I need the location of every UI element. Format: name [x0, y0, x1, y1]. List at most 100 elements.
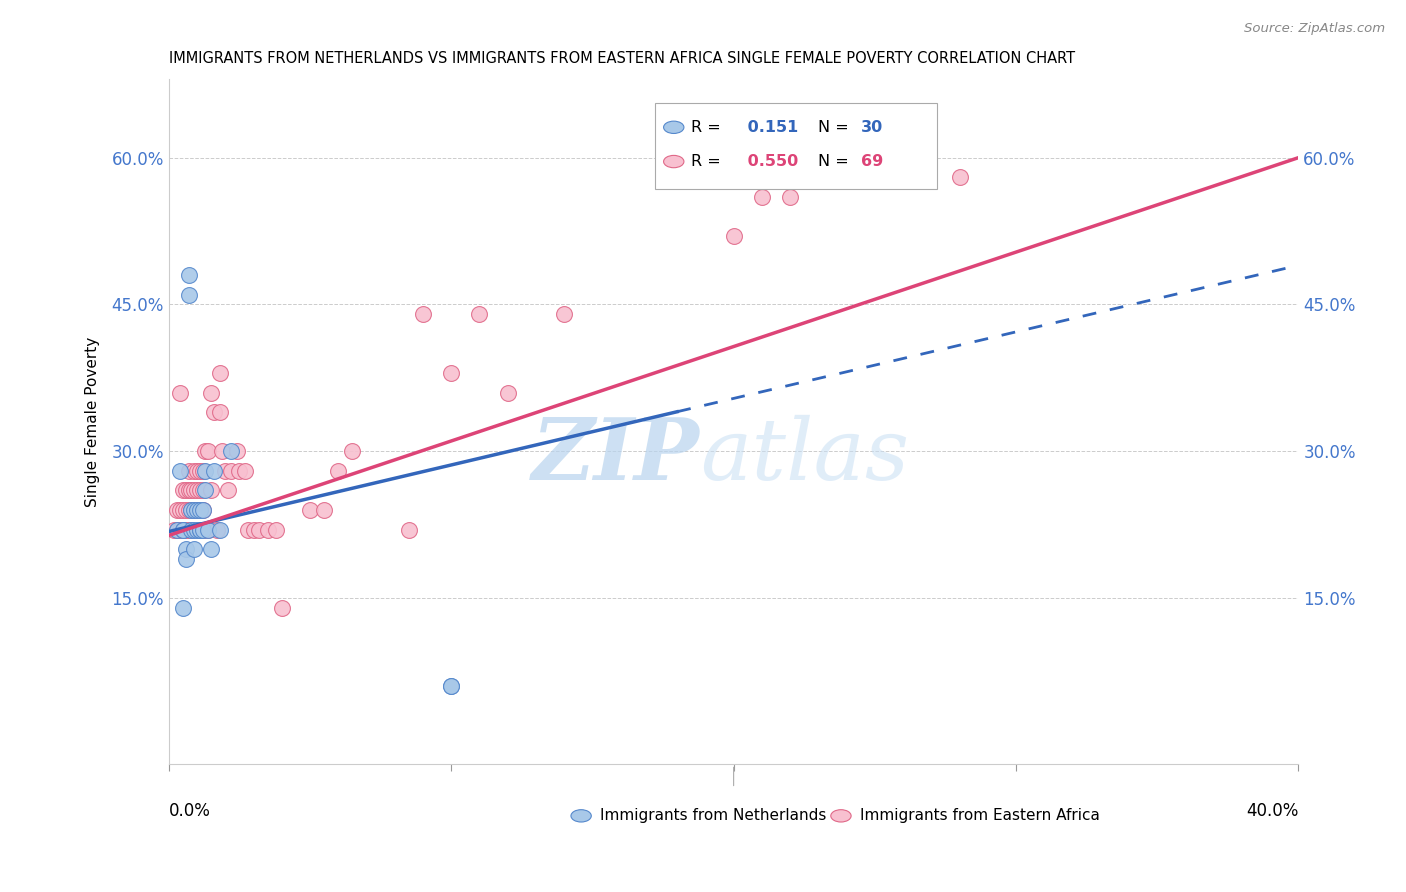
Point — [188, 483, 211, 498]
Text: 0.151: 0.151 — [741, 120, 797, 135]
Point — [174, 483, 197, 498]
Point — [779, 190, 801, 204]
Point — [183, 483, 205, 498]
Point — [177, 287, 200, 301]
Text: 30: 30 — [862, 120, 883, 135]
Point — [172, 523, 194, 537]
Point — [205, 523, 228, 537]
Point — [186, 523, 208, 537]
Text: 0.550: 0.550 — [741, 154, 797, 169]
Point — [219, 444, 242, 458]
Text: R =: R = — [690, 154, 725, 169]
Point — [172, 523, 194, 537]
Point — [172, 600, 194, 615]
Point — [398, 523, 420, 537]
Point — [188, 523, 211, 537]
Point — [174, 503, 197, 517]
Point — [191, 503, 214, 517]
Point — [177, 464, 200, 478]
Text: 40.0%: 40.0% — [1246, 802, 1299, 820]
Point — [191, 523, 214, 537]
Point — [298, 503, 321, 517]
Point — [197, 523, 219, 537]
Text: N =: N = — [818, 154, 855, 169]
Text: ZIP: ZIP — [531, 415, 700, 498]
Circle shape — [571, 810, 592, 822]
Point — [225, 444, 247, 458]
Point — [177, 503, 200, 517]
Point — [177, 523, 200, 537]
Point — [180, 503, 202, 517]
Point — [194, 444, 217, 458]
Point — [342, 444, 364, 458]
Text: R =: R = — [690, 120, 725, 135]
Y-axis label: Single Female Poverty: Single Female Poverty — [86, 337, 100, 507]
Point — [208, 405, 231, 419]
Point — [169, 464, 191, 478]
Point — [183, 503, 205, 517]
Point — [163, 523, 186, 537]
Point — [194, 483, 217, 498]
Point — [197, 523, 219, 537]
Point — [174, 542, 197, 557]
Point — [183, 503, 205, 517]
Circle shape — [664, 121, 683, 134]
Point — [200, 542, 222, 557]
Point — [191, 483, 214, 498]
Point — [211, 444, 233, 458]
Text: 69: 69 — [862, 154, 883, 169]
Point — [166, 503, 188, 517]
Point — [208, 366, 231, 380]
Point — [200, 483, 222, 498]
Point — [236, 523, 259, 537]
FancyBboxPatch shape — [655, 103, 936, 189]
Point — [553, 307, 575, 321]
Point — [191, 464, 214, 478]
Point — [723, 229, 745, 244]
Point — [468, 307, 491, 321]
Point — [219, 464, 242, 478]
Point — [186, 503, 208, 517]
Point — [208, 523, 231, 537]
Text: IMMIGRANTS FROM NETHERLANDS VS IMMIGRANTS FROM EASTERN AFRICA SINGLE FEMALE POVE: IMMIGRANTS FROM NETHERLANDS VS IMMIGRANT… — [169, 51, 1076, 66]
Point — [314, 503, 336, 517]
Point — [174, 552, 197, 566]
Point — [242, 523, 264, 537]
Point — [197, 444, 219, 458]
Point — [180, 523, 202, 537]
Point — [247, 523, 270, 537]
Point — [169, 503, 191, 517]
Point — [202, 405, 225, 419]
Point — [183, 542, 205, 557]
Point — [328, 464, 350, 478]
Point — [186, 483, 208, 498]
Text: N =: N = — [818, 120, 855, 135]
Point — [177, 483, 200, 498]
Point — [440, 366, 463, 380]
Point — [172, 503, 194, 517]
Point — [228, 464, 250, 478]
Point — [807, 151, 830, 165]
Point — [177, 268, 200, 282]
Point — [188, 523, 211, 537]
Point — [183, 464, 205, 478]
Circle shape — [664, 155, 683, 168]
Point — [264, 523, 287, 537]
Point — [270, 600, 292, 615]
Point — [233, 464, 256, 478]
Point — [172, 483, 194, 498]
Point — [202, 464, 225, 478]
Point — [183, 523, 205, 537]
Point — [751, 190, 773, 204]
Point — [217, 483, 239, 498]
Point — [186, 464, 208, 478]
Point — [166, 523, 188, 537]
Point — [412, 307, 434, 321]
Point — [169, 385, 191, 400]
Point — [186, 503, 208, 517]
Text: Source: ZipAtlas.com: Source: ZipAtlas.com — [1244, 22, 1385, 36]
Point — [180, 483, 202, 498]
Point — [188, 503, 211, 517]
Point — [166, 523, 188, 537]
Point — [194, 464, 217, 478]
